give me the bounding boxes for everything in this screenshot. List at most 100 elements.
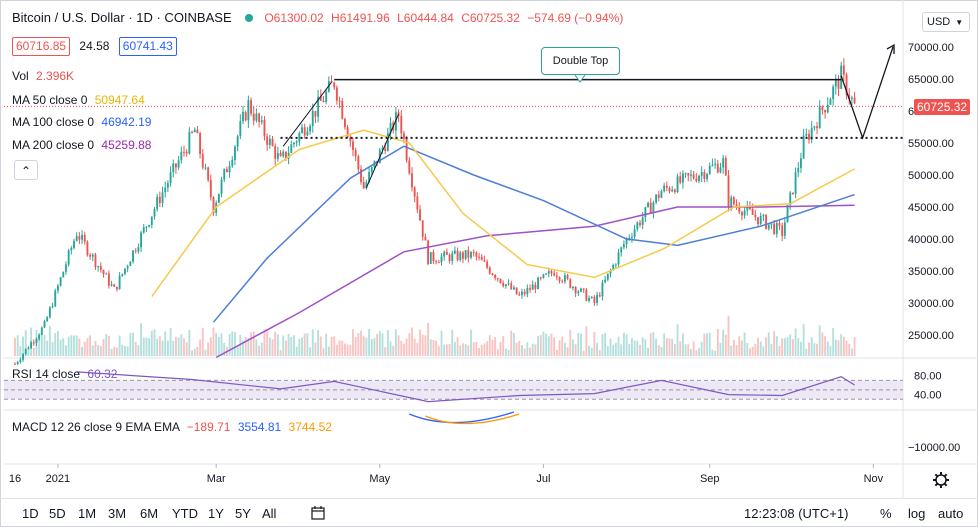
volume-bar (569, 329, 572, 356)
gear-icon-tooth (934, 473, 939, 478)
candle-body (722, 158, 725, 168)
volume-bar (617, 336, 620, 356)
volume-bar (150, 330, 153, 356)
candle-body (719, 167, 722, 173)
volume-bar (719, 342, 722, 356)
candle-body (212, 197, 215, 213)
candle-body (166, 183, 169, 188)
volume-bar (478, 348, 480, 356)
volume-bar (175, 337, 177, 356)
candle-body (821, 106, 824, 111)
range-button-5d[interactable]: 5D (49, 506, 66, 521)
candle-body (309, 125, 312, 132)
volume-bar (614, 342, 617, 356)
range-button-5y[interactable]: 5Y (235, 506, 251, 521)
volume-bar (234, 332, 236, 356)
time-tick-label: Sep (700, 473, 720, 485)
price-tick-label: 70000.00 (908, 42, 954, 54)
candle-body (523, 291, 526, 295)
candle-body (134, 250, 137, 252)
range-button-1y[interactable]: 1Y (208, 506, 224, 521)
candle-body (311, 110, 314, 126)
volume-bar (432, 339, 435, 356)
candle-body (601, 282, 604, 297)
volume-bar (121, 344, 124, 356)
buy-price-box[interactable]: 60741.43 (118, 37, 177, 56)
candle-body (293, 142, 295, 145)
gear-icon[interactable] (933, 472, 949, 488)
volume-bar (223, 342, 226, 356)
volume-bar (692, 341, 695, 356)
volume-bar (499, 341, 502, 356)
volume-bar (523, 348, 526, 356)
sell-price-box[interactable]: 60716.85 (12, 37, 71, 56)
candle-body (223, 169, 226, 180)
compare-range-icon[interactable] (310, 505, 326, 521)
time-tick-label: 2021 (46, 473, 70, 485)
double-top-callout[interactable]: Double Top (541, 47, 620, 75)
volume-bar (604, 333, 607, 356)
volume-bar (757, 337, 759, 356)
clock-time[interactable]: 12:23:08 (UTC+1) (744, 506, 849, 521)
volume-bar (282, 335, 285, 356)
range-button-1d[interactable]: 1D (22, 506, 39, 521)
range-button-6m[interactable]: 6M (140, 506, 159, 521)
candle-body (673, 189, 676, 193)
candle-body (129, 261, 132, 267)
volume-bar (553, 337, 556, 356)
volume-bar (724, 334, 727, 356)
rsi-tick-label: 80.00 (914, 371, 942, 383)
log-scale-toggle[interactable]: log (908, 506, 926, 521)
candle-body (73, 240, 75, 249)
candle-body (850, 97, 853, 99)
collapse-legend-button[interactable]: ⌃ (14, 160, 38, 180)
volume-bar (405, 338, 408, 356)
volume-bar (400, 340, 403, 356)
candle-body (759, 216, 762, 225)
volume-bar (59, 339, 62, 356)
volume-bar (279, 349, 282, 356)
currency-selector[interactable]: USD ▼ (922, 12, 970, 32)
volume-bar (690, 349, 692, 356)
ma50-line (151, 129, 855, 298)
volume-bar (177, 337, 180, 356)
volume-bar (529, 347, 531, 356)
range-button-ytd[interactable]: YTD (172, 506, 198, 521)
candle-body (242, 111, 244, 122)
candle-body (437, 262, 440, 264)
volume-bar (274, 331, 277, 356)
candle-body (298, 132, 301, 142)
range-button-all[interactable]: All (262, 506, 277, 521)
volume-bar (824, 336, 827, 356)
volume-bar (681, 333, 684, 356)
volume-bar (236, 345, 239, 356)
candle-body (137, 247, 140, 252)
percent-scale-toggle[interactable]: % (880, 506, 892, 521)
candle-body (566, 275, 569, 279)
volume-bar (172, 340, 175, 356)
candle-body (263, 120, 266, 137)
range-button-1m[interactable]: 1M (78, 506, 97, 521)
candle-body (767, 224, 770, 229)
candle-body (606, 273, 609, 280)
volume-bar (727, 315, 730, 356)
calendar-goto-icon (311, 506, 325, 520)
candle-body (301, 127, 303, 133)
candle-body (384, 148, 387, 152)
volume-bar (102, 339, 105, 356)
volume-bar (89, 335, 92, 356)
candle-body (368, 172, 371, 183)
volume-bar (759, 341, 762, 356)
auto-scale-toggle[interactable]: auto (938, 506, 964, 521)
candle-body (598, 295, 601, 297)
candle-body (765, 215, 768, 229)
candle-body (660, 191, 663, 198)
volume-bar (309, 347, 312, 356)
candle-body (121, 273, 124, 276)
volume-bar (306, 333, 309, 356)
candle-body (276, 153, 279, 159)
volume-bar (386, 329, 389, 356)
range-button-3m[interactable]: 3M (108, 506, 127, 521)
ohlc-low: L60444.84 (397, 11, 454, 25)
